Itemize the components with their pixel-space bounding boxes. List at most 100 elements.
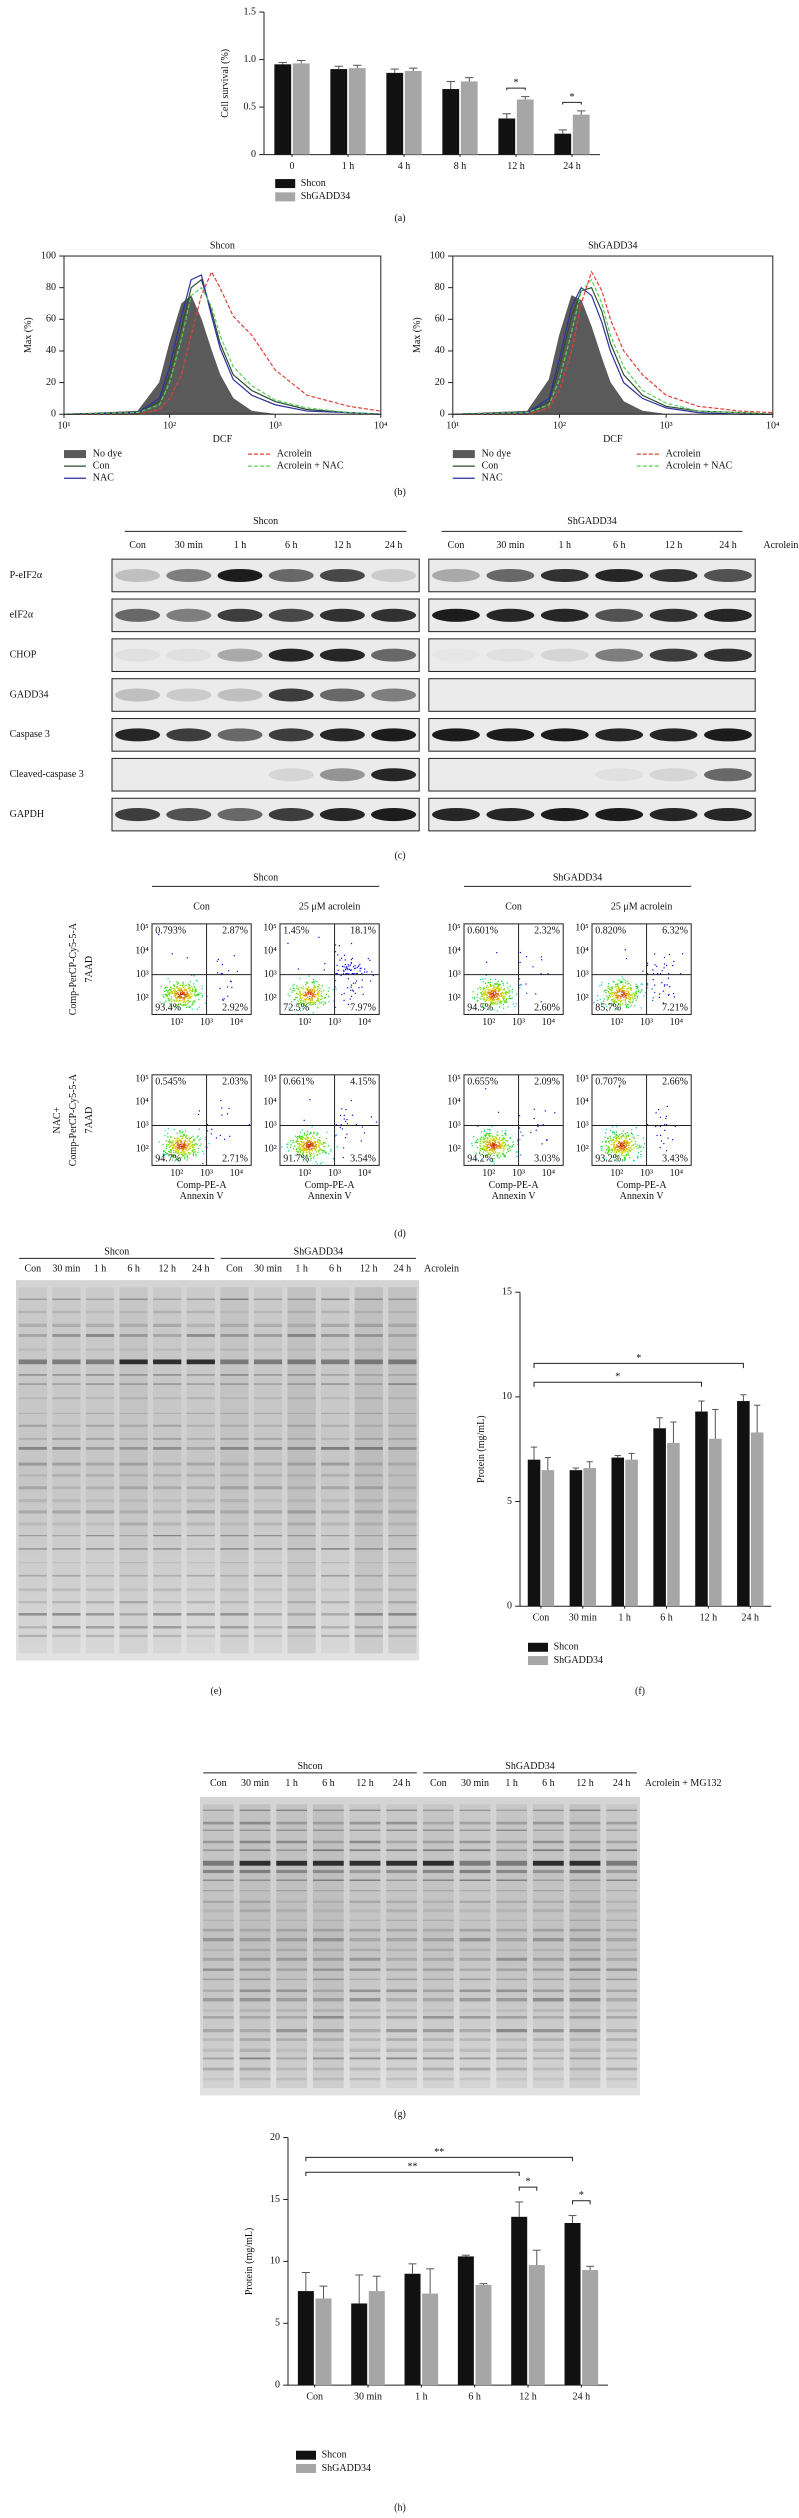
gel-band	[239, 2029, 271, 2033]
event-dot	[193, 993, 195, 995]
event-dot	[487, 1153, 489, 1155]
event-dot	[201, 996, 203, 998]
event-dot	[495, 997, 497, 999]
gel-band	[386, 1997, 418, 2002]
quadrant-label: 0.820%	[595, 925, 626, 936]
event-dot	[350, 995, 353, 998]
gel-band	[321, 1397, 350, 1400]
gel-band	[606, 1869, 638, 1874]
event-dot	[172, 1139, 174, 1142]
event-dot	[487, 988, 489, 990]
event-dot	[612, 999, 614, 1001]
event-dot	[601, 1147, 603, 1150]
event-dot	[493, 1138, 495, 1140]
gel-band	[354, 1397, 383, 1400]
event-dot	[496, 1000, 498, 1002]
gel-band	[52, 1334, 81, 1337]
event-dot	[318, 997, 320, 1000]
event-dot	[494, 1148, 497, 1150]
event-dot	[299, 1153, 301, 1155]
blot-row-label: CHOP	[10, 649, 37, 660]
gel-band	[18, 1574, 47, 1577]
x-tick-label: 10³	[328, 1017, 341, 1028]
gel-band	[496, 1997, 528, 2002]
event-dot	[299, 1131, 301, 1134]
gel-band	[85, 1486, 115, 1490]
gel-band	[276, 1879, 308, 1881]
event-dot	[191, 990, 193, 992]
event-dot	[491, 1145, 493, 1147]
gel-lane	[388, 1287, 417, 1654]
event-dot	[622, 1160, 624, 1162]
event-dot	[182, 985, 184, 987]
quadrant-label: 2.60%	[534, 1003, 560, 1014]
event-dot	[191, 1145, 194, 1147]
gel-band	[354, 1298, 383, 1301]
gel-band	[287, 1359, 316, 1365]
event-dot	[332, 1000, 335, 1002]
event-dot	[498, 1001, 500, 1004]
y-axis-label: Max (%)	[23, 317, 34, 353]
gel-band	[202, 1997, 234, 2002]
gel-band	[496, 1909, 528, 1913]
gel-band	[202, 1978, 234, 1981]
event-dot	[176, 1146, 178, 1148]
event-dot	[482, 1148, 484, 1150]
blot-band	[371, 768, 417, 782]
gel-band	[239, 1869, 271, 1874]
event-dot	[496, 1010, 498, 1012]
gel-band	[422, 1957, 454, 1961]
event-dot	[292, 1148, 295, 1150]
event-dot	[485, 986, 488, 988]
gel-band	[52, 1374, 81, 1376]
event-dot	[297, 1000, 299, 1002]
event-dot	[613, 1151, 615, 1153]
event-dot	[178, 1145, 180, 1147]
event-dot	[199, 1138, 201, 1140]
event-dot	[318, 995, 320, 997]
event-dot	[179, 1144, 181, 1146]
event-dot	[501, 1139, 503, 1142]
gel-band	[312, 1957, 344, 1961]
event-dot	[167, 998, 169, 1000]
plot-frame	[279, 923, 380, 1015]
event-dot	[349, 969, 352, 971]
event-dot	[176, 1137, 179, 1139]
gel-band	[18, 1474, 47, 1477]
event-dot	[627, 1144, 629, 1146]
event-dot	[652, 997, 654, 999]
event-dot	[319, 1149, 321, 1151]
event-dot	[289, 995, 291, 997]
gel-band	[153, 1548, 182, 1550]
event-dot	[359, 963, 361, 966]
event-dot	[172, 1141, 175, 1143]
y-tick-label: 10³	[264, 1120, 277, 1131]
event-dot	[505, 999, 507, 1001]
event-dot	[306, 989, 309, 992]
event-dot	[176, 996, 178, 998]
treatment-label: Acrolein	[424, 1264, 459, 1275]
gel-band	[52, 1437, 81, 1440]
event-dot	[187, 1003, 189, 1005]
event-dot	[313, 1147, 316, 1149]
event-dot	[499, 1142, 501, 1144]
event-dot	[483, 988, 485, 990]
event-dot	[313, 1146, 315, 1148]
event-dot	[292, 985, 294, 987]
blot-band	[432, 689, 480, 702]
gel-band	[349, 2057, 381, 2060]
event-dot	[627, 991, 629, 993]
gel-lane	[119, 1287, 148, 1654]
event-dot	[473, 1136, 475, 1138]
event-dot	[248, 1124, 250, 1126]
event-dot	[511, 997, 513, 999]
event-dot	[479, 1148, 481, 1150]
event-dot	[652, 969, 654, 971]
gel-band	[239, 2048, 271, 2052]
event-dot	[303, 1144, 305, 1146]
gel-band	[186, 1601, 215, 1604]
event-dot	[325, 993, 328, 995]
event-dot	[194, 1148, 196, 1151]
event-dot	[290, 1144, 292, 1146]
event-dot	[181, 1147, 183, 1149]
